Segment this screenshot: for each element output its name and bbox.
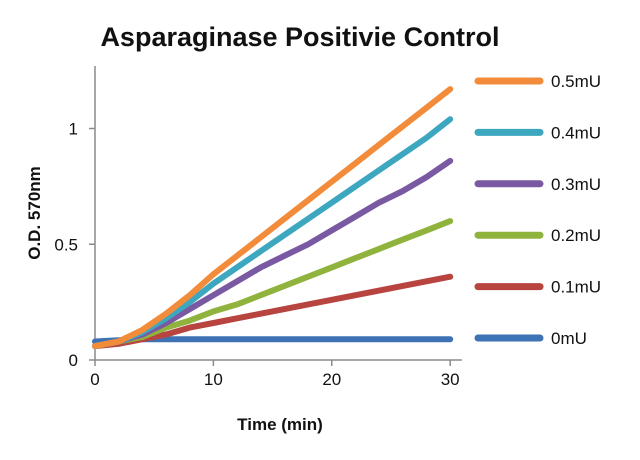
series-line-03mu — [92, 157, 454, 350]
legend-label: 0.5mU — [551, 72, 601, 91]
y-tick-label: 0.5 — [54, 235, 78, 254]
axis-ticks: 0 10 20 30 0 0.5 1 — [54, 120, 459, 389]
y-tick-label: 1 — [69, 120, 78, 139]
chart-title: Asparaginase Positivie Control — [100, 22, 499, 52]
legend-item: 0.2mU — [474, 226, 601, 245]
series-line-05mu — [92, 86, 454, 350]
legend: 0.5mU 0.4mU 0.3mU 0.2mU 0.1mU 0mU — [474, 72, 601, 348]
legend-item: 0.3mU — [474, 175, 601, 194]
x-tick-label: 30 — [441, 370, 460, 389]
axes — [94, 66, 462, 361]
legend-item: 0.4mU — [474, 123, 601, 142]
x-tick-label: 10 — [204, 370, 223, 389]
legend-label: 0mU — [551, 329, 587, 348]
legend-item: 0.1mU — [474, 278, 601, 297]
legend-item: 0.5mU — [474, 72, 601, 91]
y-axis-label: O.D. 570nm — [25, 166, 44, 260]
series-line-02mu — [92, 218, 454, 350]
legend-label: 0.2mU — [551, 226, 601, 245]
series-line-01mu — [92, 273, 454, 350]
series-lines — [92, 86, 454, 350]
legend-label: 0.1mU — [551, 278, 601, 297]
x-tick-label: 20 — [322, 370, 341, 389]
y-tick-label: 0 — [69, 351, 78, 370]
legend-label: 0.4mU — [551, 123, 601, 142]
legend-label: 0.3mU — [551, 175, 601, 194]
x-tick-label: 0 — [90, 370, 99, 389]
legend-item: 0mU — [474, 329, 587, 348]
x-axis-label: Time (min) — [237, 415, 323, 434]
